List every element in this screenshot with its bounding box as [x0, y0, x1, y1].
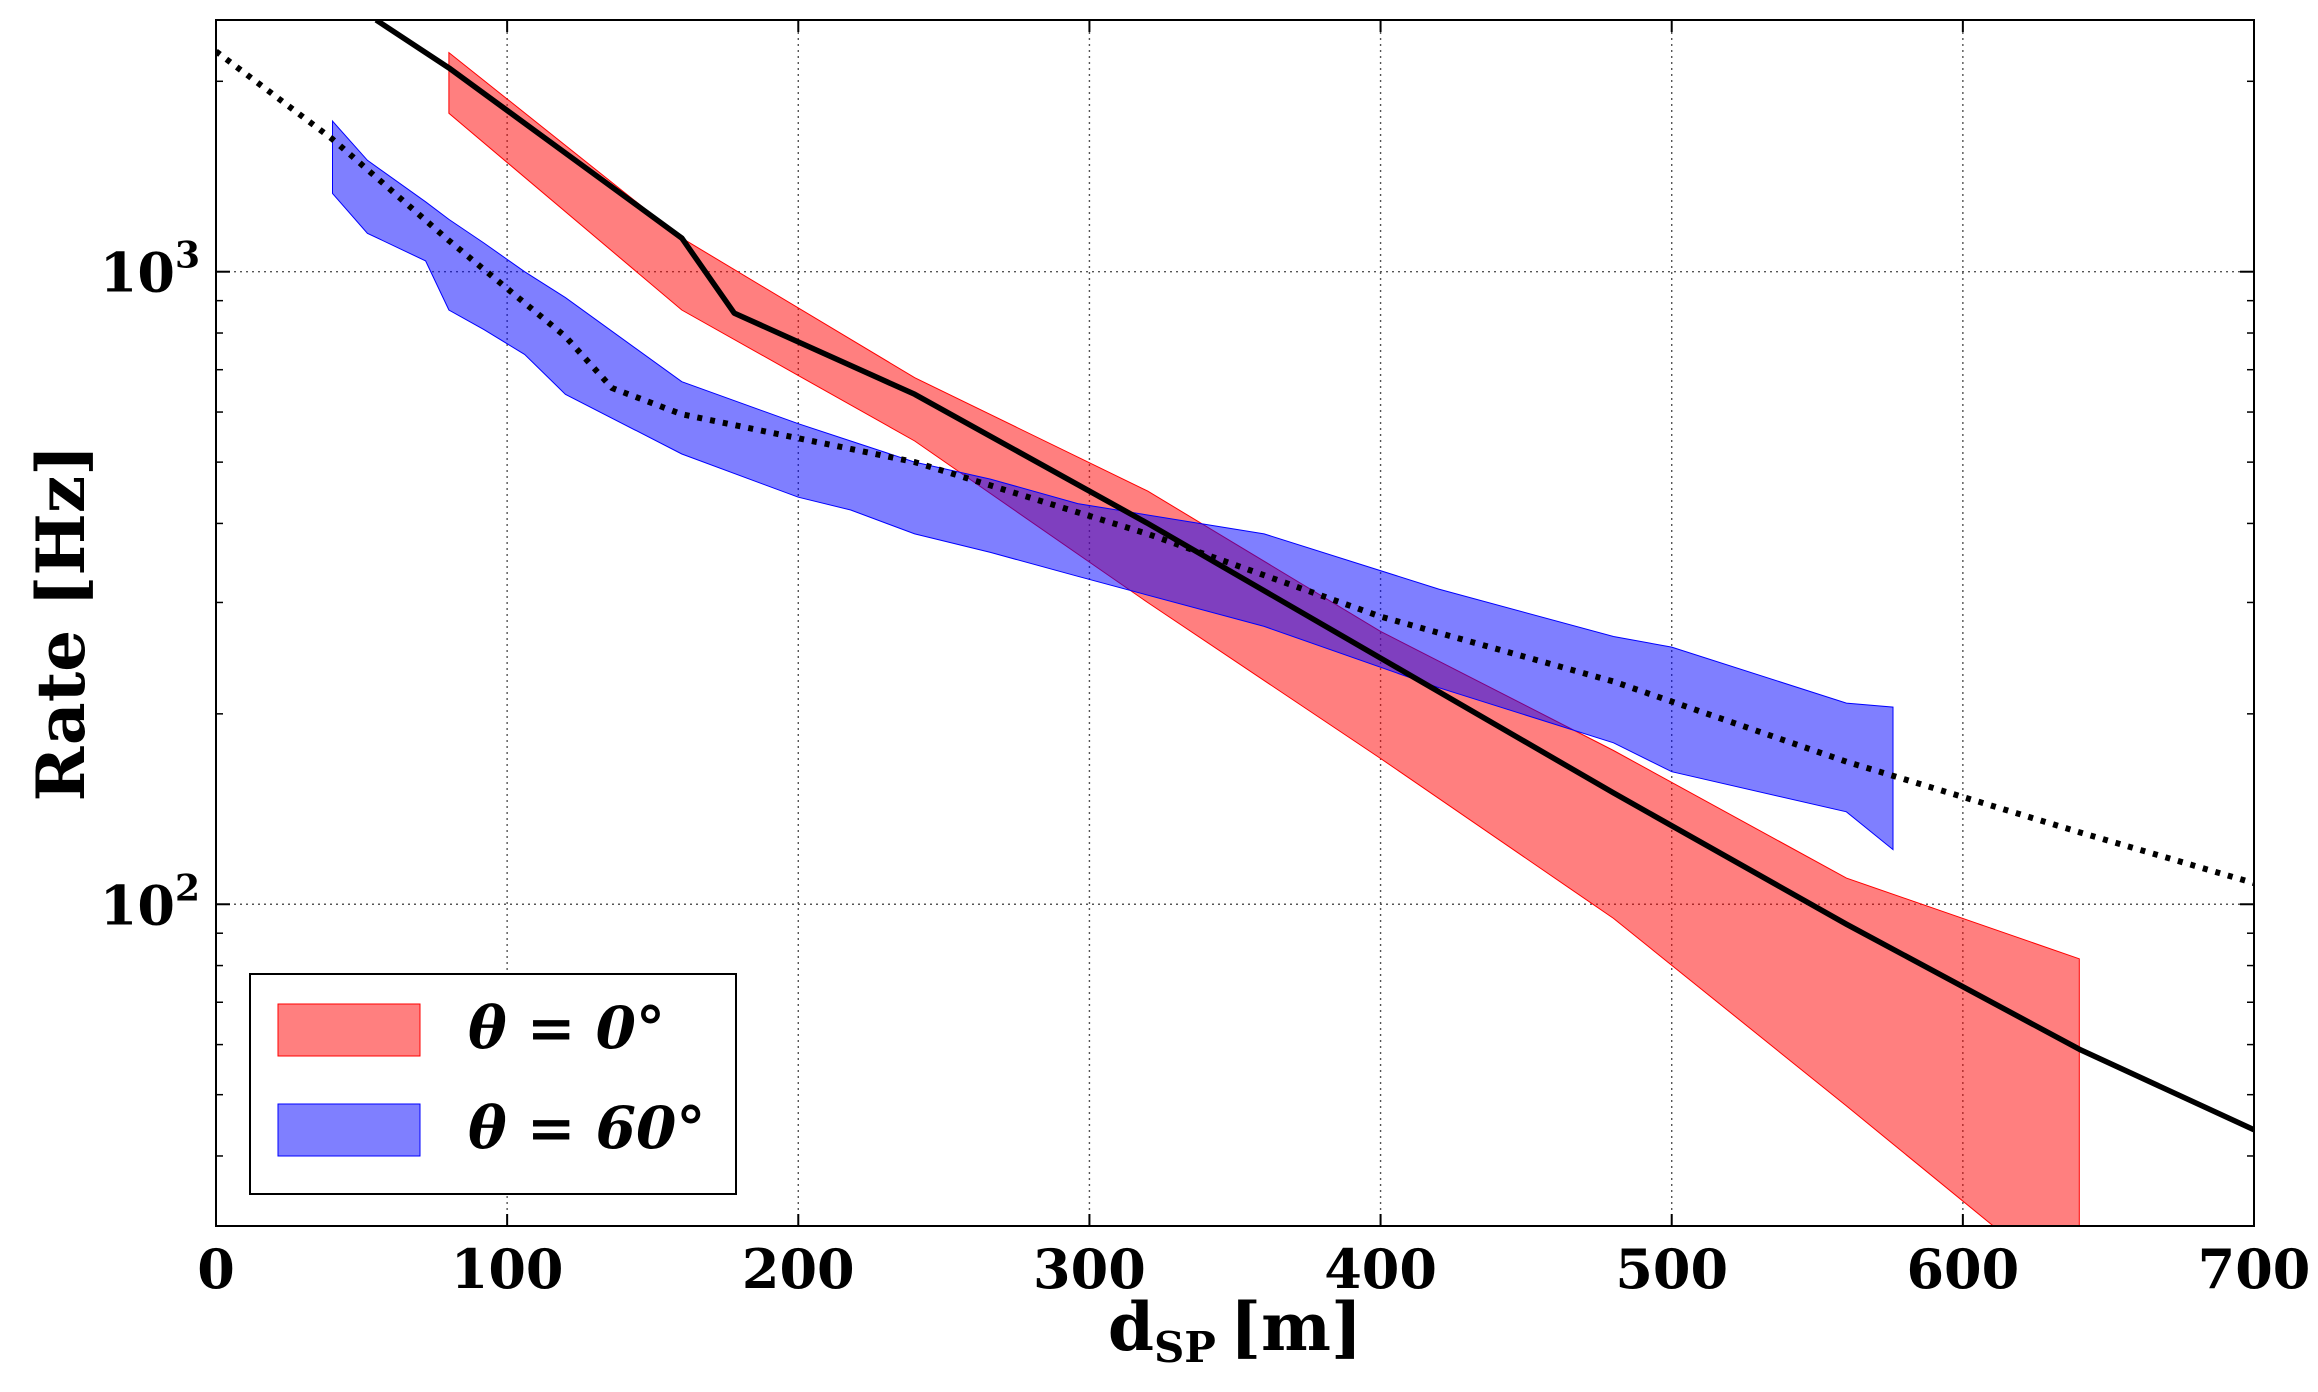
plot-area-frame: [215, 19, 2255, 1227]
x-tick-label: 100: [451, 1237, 564, 1301]
x-tick-label: 200: [742, 1237, 855, 1301]
y-tick-label-base: 10: [100, 873, 175, 937]
y-tick-label-base: 10: [100, 241, 175, 305]
legend-label: θ = 60°: [468, 1094, 705, 1162]
legend: θ = 0° θ = 60°: [249, 973, 737, 1195]
x-tick-label: 0: [197, 1237, 235, 1301]
x-tick-labels: 0 100 200 300 400 500 600 700: [197, 1237, 2310, 1301]
x-tick-label: 400: [1324, 1237, 1437, 1301]
x-axis-title-main: d: [1108, 1288, 1154, 1366]
y-tick-label: 103: [100, 235, 200, 305]
x-tick-label: 300: [1033, 1237, 1146, 1301]
legend-label: θ = 0°: [468, 994, 665, 1062]
line-fit-dotted: [216, 49, 2254, 886]
band-theta-0: [448, 51, 2080, 1226]
axis-ticks: [215, 20, 2255, 1226]
x-tick-label: 500: [1615, 1237, 1728, 1301]
x-tick-label: 600: [1906, 1237, 2019, 1301]
x-axis-title-unit: [m]: [1230, 1288, 1362, 1366]
line-series: [216, 20, 2254, 1133]
y-axis-title: Rate [Hz]: [22, 445, 100, 802]
y-tick-label-exponent: 3: [175, 235, 200, 277]
legend-swatch: [277, 1003, 421, 1057]
y-tick-label: 102: [100, 867, 200, 937]
band-series: [332, 51, 2080, 1226]
x-tick-label: 700: [2198, 1237, 2311, 1301]
line-fit-solid: [374, 20, 2254, 1133]
band-theta-60: [332, 119, 1894, 851]
x-axis-title: dSP [m]: [1108, 1288, 1362, 1372]
y-tick-label-exponent: 2: [175, 867, 200, 909]
x-axis-title-subscript: SP: [1154, 1323, 1216, 1372]
legend-swatch: [277, 1103, 421, 1157]
